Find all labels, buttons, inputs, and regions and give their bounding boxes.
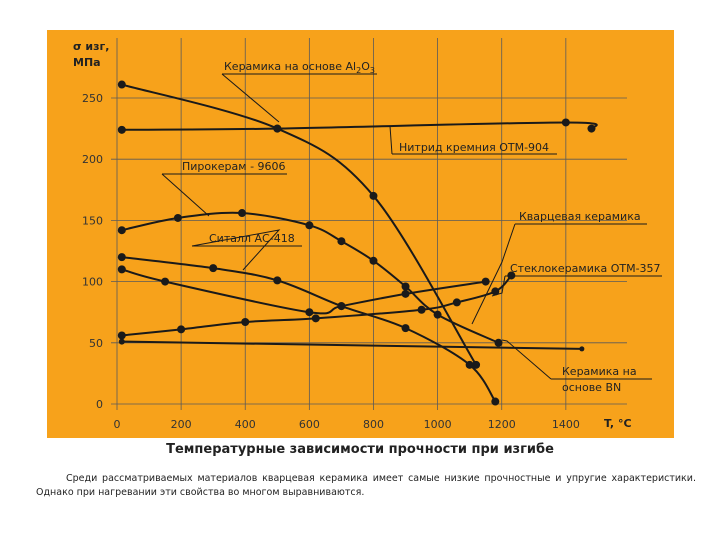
data-point: [241, 317, 250, 326]
annotation-layer: [161, 73, 662, 380]
y-tick-label: 200: [82, 153, 103, 166]
data-point: [561, 118, 570, 127]
data-point: [337, 302, 346, 311]
data-point: [305, 308, 314, 317]
data-point: [401, 324, 410, 333]
data-point: [273, 124, 282, 133]
y-axis-title-line-1: σ изг,: [73, 40, 109, 53]
data-point: [117, 331, 126, 340]
x-tick-label: 600: [299, 418, 320, 431]
label-bn-line-1: Керамика на: [562, 365, 637, 378]
label-pyroceram: Пирокерам - 9606: [182, 160, 286, 173]
data-point: [311, 314, 320, 323]
data-point: [305, 221, 314, 230]
series-line-1: [121, 121, 598, 131]
data-point: [452, 298, 461, 307]
data-point: [117, 80, 126, 89]
x-tick-label: 1200: [488, 418, 516, 431]
data-point: [401, 282, 410, 291]
data-point: [173, 213, 182, 222]
chart-svg: 0 50 100 150 200 250 0 200 400 600 800 1000 1200 1400…: [73, 38, 662, 431]
chart-panel: 0 50 100 150 200 250 0 200 400 600 800 1000 1200 1400…: [47, 30, 674, 438]
data-point: [369, 191, 378, 200]
annotation-leader-3: [471, 223, 647, 325]
label-bn-line-2: основе BN: [562, 381, 621, 394]
x-axis-title: T, °C: [604, 417, 632, 430]
series-layer: [117, 80, 598, 406]
data-point: [209, 264, 218, 273]
data-point: [433, 310, 442, 319]
data-point: [491, 287, 500, 296]
annotation-leader-4: [191, 229, 302, 271]
data-point: [337, 237, 346, 246]
series-line-2: [121, 211, 499, 344]
y-tick-label: 150: [82, 214, 103, 227]
data-point: [507, 271, 516, 280]
data-point: [587, 124, 596, 133]
x-tick-label: 0: [114, 418, 121, 431]
annotation-leader-0: [221, 73, 377, 123]
series-line-6: [121, 340, 582, 350]
data-point: [238, 209, 247, 218]
y-tick-label: 250: [82, 92, 103, 105]
label-al2o3: Керамика на основе Al2O3: [224, 60, 375, 75]
label-si3n4: Нитрид кремния ОТМ-904: [399, 141, 549, 154]
y-tick-label: 50: [89, 337, 103, 350]
annotation-leader-6: [501, 339, 652, 380]
series-line-5: [121, 274, 513, 337]
series-line-0: [121, 83, 477, 366]
grid-layer: 0 50 100 150 200 250 0 200 400 600 800 1000 1200 1400: [82, 38, 627, 431]
series-line-4: [121, 268, 486, 315]
data-point: [117, 226, 126, 235]
data-point: [491, 397, 500, 406]
x-tick-label: 400: [235, 418, 256, 431]
data-point: [177, 325, 186, 334]
data-point: [161, 277, 170, 286]
x-tick-label: 200: [171, 418, 192, 431]
caption-text: Среди рассматриваемых материалов кварцев…: [36, 473, 696, 498]
data-point: [117, 125, 126, 134]
label-sitall: Ситалл АС-418: [209, 232, 295, 245]
data-point: [472, 360, 481, 369]
x-tick-label: 800: [363, 418, 384, 431]
x-tick-label: 1000: [424, 418, 452, 431]
data-point: [494, 338, 503, 347]
data-point: [579, 346, 585, 352]
data-point: [369, 256, 378, 265]
label-quartz: Кварцевая керамика: [519, 210, 641, 223]
annotation-leader-5: [491, 275, 662, 297]
annotation-leader-1: [389, 125, 557, 155]
y-tick-label: 100: [82, 276, 103, 289]
annotation-leader-2: [161, 173, 287, 217]
y-axis-title-line-2: МПа: [73, 56, 101, 69]
data-point: [117, 253, 126, 262]
data-point: [417, 305, 426, 314]
data-point: [273, 276, 282, 285]
label-glassceramic: Стеклокерамика ОТМ-357: [510, 262, 661, 275]
data-point: [118, 338, 125, 345]
data-point: [117, 265, 126, 274]
x-tick-label: 1400: [552, 418, 580, 431]
y-tick-label: 0: [96, 398, 103, 411]
data-point: [401, 289, 410, 298]
data-point: [465, 360, 474, 369]
caption-title: Температурные зависимости прочности при …: [166, 442, 554, 457]
data-point: [481, 277, 490, 286]
